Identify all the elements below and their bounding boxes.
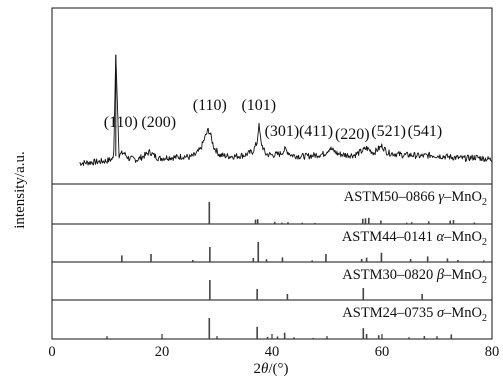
reference-card: ASTM50–0866 xyxy=(344,189,439,205)
measured-pattern-line xyxy=(79,54,493,166)
reference-compound: –MnO xyxy=(443,189,482,205)
measured-pattern xyxy=(79,54,493,166)
x-axis-label: 2θ/(°) xyxy=(253,361,288,377)
reference-pattern: ASTM50–0866 γ–MnO2 xyxy=(208,189,487,224)
x-axis-label-unit: /(°) xyxy=(268,361,288,377)
x-axis: 0 20 40 60 80 xyxy=(48,334,499,360)
peak-label: (541) xyxy=(408,123,443,140)
y-axis-label: intensity/a.u. xyxy=(12,151,28,229)
x-axis-label-prefix: 2 xyxy=(253,361,261,377)
reference-pattern: ASTM24–0735 σ–MnO2 xyxy=(208,305,487,339)
reference-phase: β xyxy=(436,267,445,283)
reference-subscript: 2 xyxy=(482,313,487,324)
reference-subscript: 2 xyxy=(482,275,487,286)
reference-card: ASTM44–0141 xyxy=(342,229,437,245)
reference-pattern-label: ASTM50–0866 γ–MnO2 xyxy=(344,189,487,208)
reference-pattern-label: ASTM44–0141 α–MnO2 xyxy=(342,229,487,248)
reference-pattern-label: ASTM24–0735 σ–MnO2 xyxy=(342,305,487,324)
reference-phase: σ xyxy=(437,305,445,321)
peak-label: (110) xyxy=(193,97,227,114)
peak-label: (200) xyxy=(141,114,176,131)
x-tick-label: 40 xyxy=(265,344,280,360)
reference-phase: γ xyxy=(438,189,445,205)
peak-label: (411) xyxy=(299,123,333,140)
peak-labels: (110) (200)(110) (101)(301) (411) (220) (521)… xyxy=(104,97,442,143)
peak-label: (101) xyxy=(241,97,276,114)
reference-pattern: ASTM44–0141 α–MnO2 xyxy=(121,229,487,262)
x-tick-label: 20 xyxy=(155,344,170,360)
x-tick-label: 0 xyxy=(48,344,55,360)
peak-label: (110) xyxy=(104,114,138,131)
reference-subscript: 2 xyxy=(482,197,487,208)
x-tick-label: 60 xyxy=(375,344,390,360)
peak-label: (301) xyxy=(265,123,300,140)
reference-compound: –MnO xyxy=(443,267,482,283)
reference-subscript: 2 xyxy=(482,237,487,248)
reference-card: ASTM30–0820 xyxy=(342,267,437,283)
reference-pattern: ASTM30–0820 β–MnO2 xyxy=(209,267,487,300)
x-axis-label-theta: θ xyxy=(261,361,269,377)
reference-compound: –MnO xyxy=(443,305,482,321)
plot-border xyxy=(51,7,493,340)
reference-phase: α xyxy=(437,229,445,245)
peak-label: (521) xyxy=(371,123,406,140)
reference-card: ASTM24–0735 xyxy=(342,305,437,321)
x-tick-label: 80 xyxy=(485,344,500,360)
reference-pattern-label: ASTM30–0820 β–MnO2 xyxy=(342,267,487,286)
peak-label: (220) xyxy=(335,126,370,143)
reference-compound: –MnO xyxy=(443,229,482,245)
plot-frame xyxy=(51,7,493,340)
